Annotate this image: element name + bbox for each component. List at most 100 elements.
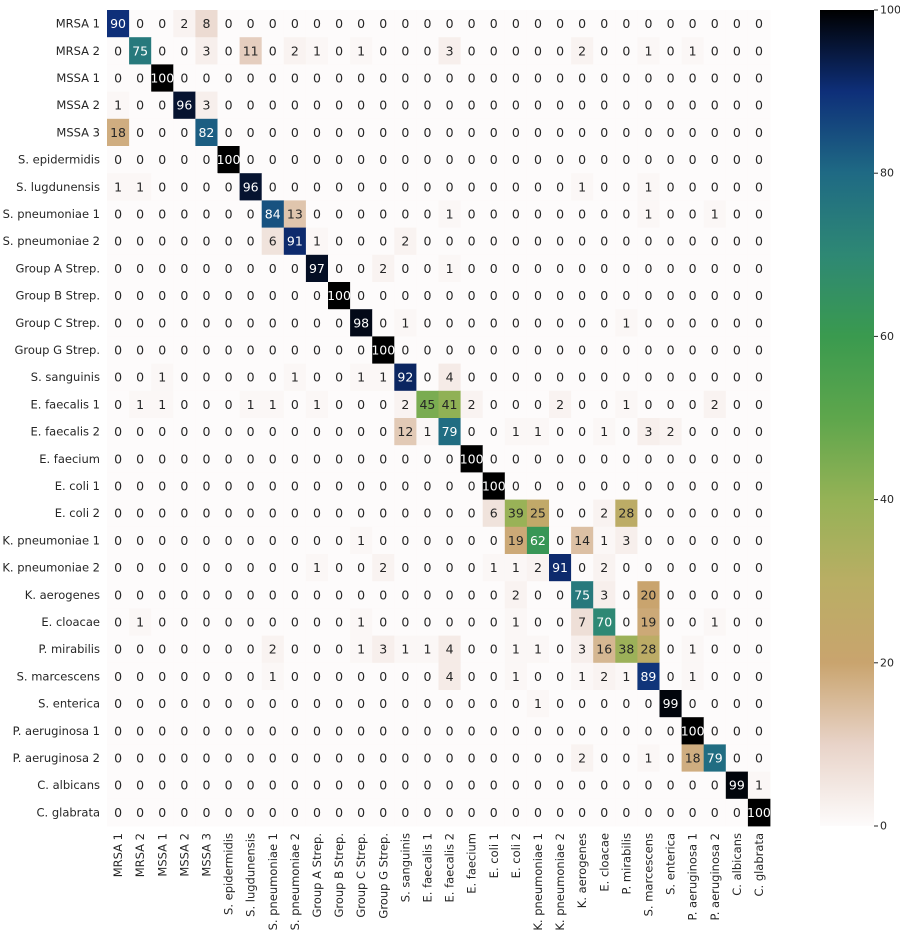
heatmap-cell (305, 472, 329, 500)
heatmap-cell (151, 254, 174, 283)
heatmap-cell (151, 771, 174, 800)
heatmap-cell (747, 390, 771, 419)
heatmap-cell (615, 418, 638, 446)
cell-value-label: 0 (512, 751, 520, 766)
cell-value-label: 0 (379, 587, 387, 602)
cell-value-label: 0 (313, 207, 321, 222)
cell-value-label: 0 (357, 696, 365, 711)
heatmap-cell (438, 662, 461, 691)
cell-value-label: 0 (114, 479, 122, 494)
cell-value-label: 0 (114, 343, 122, 358)
cell-value-label: 0 (644, 370, 652, 385)
heatmap-cell (107, 91, 130, 120)
cell-value-label: 0 (247, 560, 255, 575)
cell-value-label: 0 (446, 234, 454, 249)
heatmap-cell (151, 717, 174, 745)
cell-value-label: 0 (667, 43, 675, 58)
cell-value-label: 0 (291, 71, 299, 86)
cell-value-label: 0 (446, 533, 454, 548)
cell-value-label: 0 (622, 288, 630, 303)
heatmap-cell (482, 363, 506, 392)
colorbar-tick-label: 40 (880, 493, 894, 506)
heatmap-cell (703, 581, 727, 609)
cell-value-label: 70 (596, 615, 612, 630)
cell-value-label: 0 (622, 723, 630, 738)
heatmap-cell (747, 10, 771, 38)
cell-value-label: 0 (755, 71, 763, 86)
cell-value-label: 1 (247, 397, 255, 412)
cell-value-label: 0 (468, 642, 476, 657)
cell-value-label: 0 (578, 288, 586, 303)
heatmap-cell (438, 282, 461, 310)
cell-value-label: 0 (755, 43, 763, 58)
heatmap-cell (747, 554, 771, 582)
cell-value-label: 0 (622, 451, 630, 466)
cell-value-label: 0 (667, 16, 675, 31)
cell-value-label: 0 (180, 125, 188, 140)
cell-value-label: 0 (158, 751, 166, 766)
heatmap-cell (283, 771, 307, 800)
cell-value-label: 0 (247, 587, 255, 602)
heatmap-cell (725, 64, 749, 92)
cell-value-label: 0 (711, 71, 719, 86)
cell-value-label: 91 (287, 234, 303, 249)
cell-value-label: 0 (468, 506, 476, 521)
heatmap-cell (261, 472, 285, 500)
cell-value-label: 0 (180, 587, 188, 602)
cell-value-label: 0 (158, 152, 166, 167)
heatmap-cell (615, 798, 638, 827)
heatmap-cell (372, 390, 395, 419)
heatmap-cell (725, 608, 749, 636)
cell-value-label: 0 (534, 288, 542, 303)
heatmap-cell (328, 146, 351, 174)
column-label: S. pneumoniae 1 (266, 833, 280, 930)
cell-value-label: 12 (397, 424, 413, 439)
heatmap-cell (637, 798, 660, 827)
cell-value-label: 0 (247, 98, 255, 113)
heatmap-cell (659, 200, 682, 228)
cell-value-label: 0 (644, 16, 652, 31)
cell-value-label: 0 (158, 723, 166, 738)
heatmap-cell (703, 37, 727, 65)
heatmap-cell (659, 418, 682, 446)
heatmap-cell (129, 771, 152, 800)
heatmap-cell (637, 499, 660, 528)
heatmap-cell (637, 390, 660, 419)
heatmap-cell (151, 118, 174, 147)
heatmap-cell (571, 309, 594, 337)
heatmap-cell (283, 717, 307, 745)
cell-value-label: 0 (490, 751, 498, 766)
cell-value-label: 0 (269, 98, 277, 113)
heatmap-cell (394, 200, 417, 228)
row-label: P. mirabilis (38, 642, 100, 656)
heatmap-cell (173, 146, 196, 174)
cell-value-label: 0 (291, 723, 299, 738)
cell-value-label: 0 (291, 533, 299, 548)
cell-value-label: 0 (136, 533, 144, 548)
heatmap-cell (173, 635, 196, 664)
cell-value-label: 1 (512, 615, 520, 630)
cell-value-label: 0 (755, 479, 763, 494)
cell-value-label: 1 (291, 370, 299, 385)
heatmap-cell (217, 608, 240, 636)
heatmap-cell (703, 363, 727, 392)
heatmap-cell (526, 64, 550, 92)
heatmap-cell (394, 771, 417, 800)
cell-value-label: 0 (622, 152, 630, 167)
cell-value-label: 0 (158, 533, 166, 548)
heatmap-cell (482, 717, 506, 745)
cell-value-label: 0 (357, 288, 365, 303)
cell-value-label: 0 (423, 479, 431, 494)
heatmap-cell (107, 64, 130, 92)
heatmap-cell (615, 336, 638, 364)
heatmap-cell (328, 635, 351, 664)
heatmap-cell (549, 64, 572, 92)
heatmap-cell (129, 227, 152, 256)
cell-value-label: 0 (578, 805, 586, 820)
cell-value-label: 0 (689, 424, 697, 439)
cell-value-label: 16 (596, 642, 612, 657)
heatmap-cell (725, 472, 749, 500)
heatmap-cell (151, 445, 174, 473)
heatmap-cell (151, 744, 174, 772)
heatmap-cell (350, 336, 373, 364)
